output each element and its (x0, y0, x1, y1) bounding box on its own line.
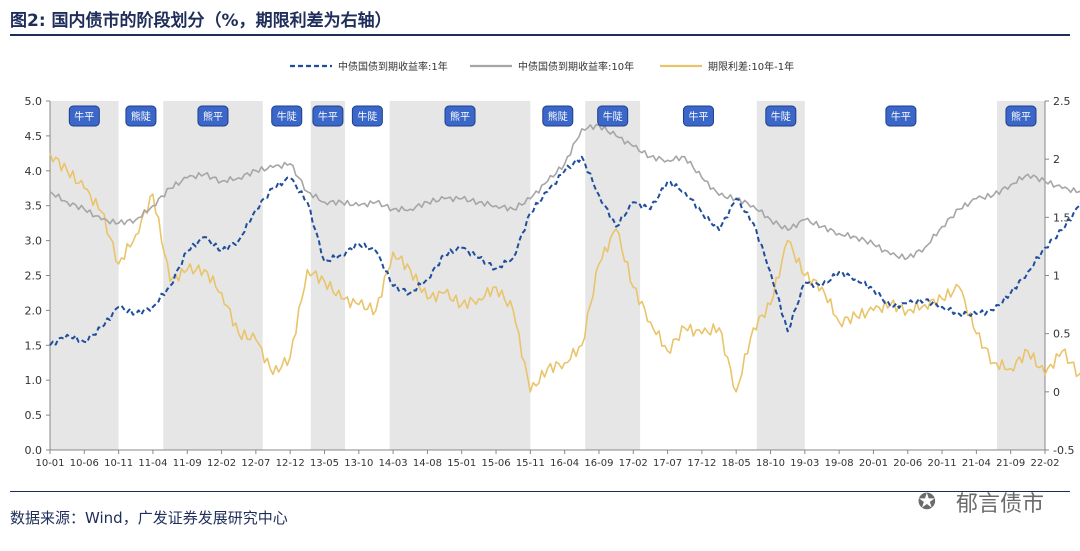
regime-label: 牛陡 (357, 110, 377, 123)
y-left-tick-label: 3.0 (25, 235, 43, 248)
x-tick-label: 20-06 (893, 458, 922, 469)
regime-label: 熊陡 (131, 110, 151, 123)
regime-shade (310, 101, 346, 450)
y-right-tick-label: 1 (1053, 270, 1060, 283)
regime-shade (996, 101, 1045, 450)
y-right-tick-label: 0 (1053, 386, 1060, 399)
regime-label: 牛平 (891, 110, 911, 123)
regime-badge (271, 105, 303, 127)
x-tick-label: 21-04 (962, 458, 991, 469)
x-tick-label: 16-09 (584, 458, 613, 469)
x-tick-label: 15-06 (482, 458, 511, 469)
y-right-tick-label: 2 (1053, 153, 1060, 166)
x-tick-label: 20-11 (928, 458, 957, 469)
chart: 0.0 0.5 1.0 1.5 2.0 2.5 3.0 3.5 4.0 4.5 5.0 -0.5 0 0.… (25, 60, 1080, 469)
y-right-tick-label: 2.5 (1053, 95, 1071, 108)
x-tick-label: 15-01 (447, 458, 476, 469)
regime-label: 牛平 (318, 110, 338, 123)
regime-badge (197, 105, 229, 127)
x-tick-label: 12-12 (276, 458, 305, 469)
x-tick-label: 18-05 (722, 458, 751, 469)
regime-label: 牛平 (688, 110, 708, 123)
wechat-icon: ✪ (917, 490, 936, 515)
y-left-tick-label: 4.0 (25, 165, 43, 178)
x-tick-label: 19-08 (825, 458, 854, 469)
regime-shade (50, 101, 119, 450)
chart-legend: 中债国债到期收益率:1年 中债国债到期收益率:10年 期限利差:10年-1年 (290, 60, 794, 73)
regime-label: 牛陡 (277, 110, 297, 123)
x-tick-label: 21-09 (996, 458, 1025, 469)
x-tick-label: 11-04 (138, 458, 167, 469)
regime-shade (585, 101, 641, 450)
y-left-tick-label: 2.5 (25, 270, 43, 283)
series-line-2 (49, 153, 1080, 393)
x-tick-label: 12-02 (207, 458, 236, 469)
x-tick-label: 15-11 (516, 458, 545, 469)
y-left-tick-label: 1.5 (25, 339, 43, 352)
regime-badge (682, 105, 714, 127)
chart-axes: 0.0 0.5 1.0 1.5 2.0 2.5 3.0 3.5 4.0 4.5 5.0 -0.5 0 0.… (25, 95, 1075, 469)
regime-label: 牛陡 (603, 110, 623, 123)
y-right-tick-label: 1.5 (1053, 211, 1071, 224)
y-left-tick-label: 0.5 (25, 409, 43, 422)
x-tick-label: 14-03 (379, 458, 408, 469)
watermark: 郁言债市 (955, 492, 1044, 517)
regime-badge (125, 105, 157, 127)
x-tick-label: 13-10 (344, 458, 373, 469)
legend-label: 期限利差:10年-1年 (708, 60, 794, 73)
x-tick-label: 13-05 (310, 458, 339, 469)
y-right-tick-label: -0.5 (1053, 444, 1074, 457)
regime-badge (765, 105, 797, 127)
legend-label: 中债国债到期收益率:10年 (518, 60, 634, 73)
x-tick-label: 12-07 (241, 458, 270, 469)
y-left-tick-label: 1.0 (25, 374, 43, 387)
figure-title: 图2: 国内债市的阶段划分（%，期限利差为右轴） (10, 11, 392, 31)
regime-shade (389, 101, 531, 450)
regime-badges: 牛平熊陡熊平牛陡牛平牛陡熊平熊陡牛陡牛平牛陡牛平熊平牛陡牛平牛陡熊平牛陡 (68, 105, 1037, 127)
regime-label: 熊平 (203, 110, 223, 123)
x-tick-label: 10-01 (35, 458, 64, 469)
y-left-tick-label: 2.0 (25, 304, 43, 317)
y-left-tick-label: 0.0 (25, 444, 43, 457)
series-line-1 (49, 123, 1080, 260)
x-tick-label: 10-11 (104, 458, 133, 469)
series-line-0 (49, 155, 1080, 346)
y-left-tick-label: 4.5 (25, 130, 43, 143)
regime-label: 牛平 (74, 110, 94, 123)
chart-lines (49, 123, 1080, 393)
regime-shades (50, 101, 1045, 450)
y-left-tick-label: 3.5 (25, 200, 43, 213)
regime-badge (1005, 105, 1037, 127)
x-tick-label: 17-02 (619, 458, 648, 469)
x-tick-label: 10-06 (70, 458, 99, 469)
x-tick-label: 16-04 (550, 458, 579, 469)
x-tick-label: 17-07 (653, 458, 682, 469)
x-tick-label: 11-09 (173, 458, 202, 469)
regime-label: 熊陡 (548, 110, 568, 123)
regime-badge (68, 105, 100, 127)
regime-badge (597, 105, 629, 127)
x-tick-label: 19-03 (790, 458, 819, 469)
footer-rule (10, 491, 1070, 492)
x-tick-label: 14-08 (413, 458, 442, 469)
title-rule (10, 34, 1070, 36)
regime-badge (542, 105, 574, 127)
x-tick-label: 18-10 (756, 458, 785, 469)
y-left-tick-label: 5.0 (25, 95, 43, 108)
legend-label: 中债国债到期收益率:1年 (338, 60, 448, 73)
x-tick-label: 20-01 (859, 458, 888, 469)
regime-shade (756, 101, 805, 450)
regime-badge (351, 105, 383, 127)
x-tick-label: 22-02 (1030, 458, 1059, 469)
x-tick-label: 17-12 (687, 458, 716, 469)
regime-badge (444, 105, 476, 127)
y-right-tick-label: 0.5 (1053, 328, 1071, 341)
regime-label: 熊平 (450, 110, 470, 123)
regime-badge (312, 105, 344, 127)
regime-label: 熊平 (1011, 110, 1031, 123)
regime-label: 牛陡 (771, 110, 791, 123)
source-note: 数据来源：Wind，广发证券发展研究中心 (10, 509, 288, 527)
regime-badge (885, 105, 917, 127)
